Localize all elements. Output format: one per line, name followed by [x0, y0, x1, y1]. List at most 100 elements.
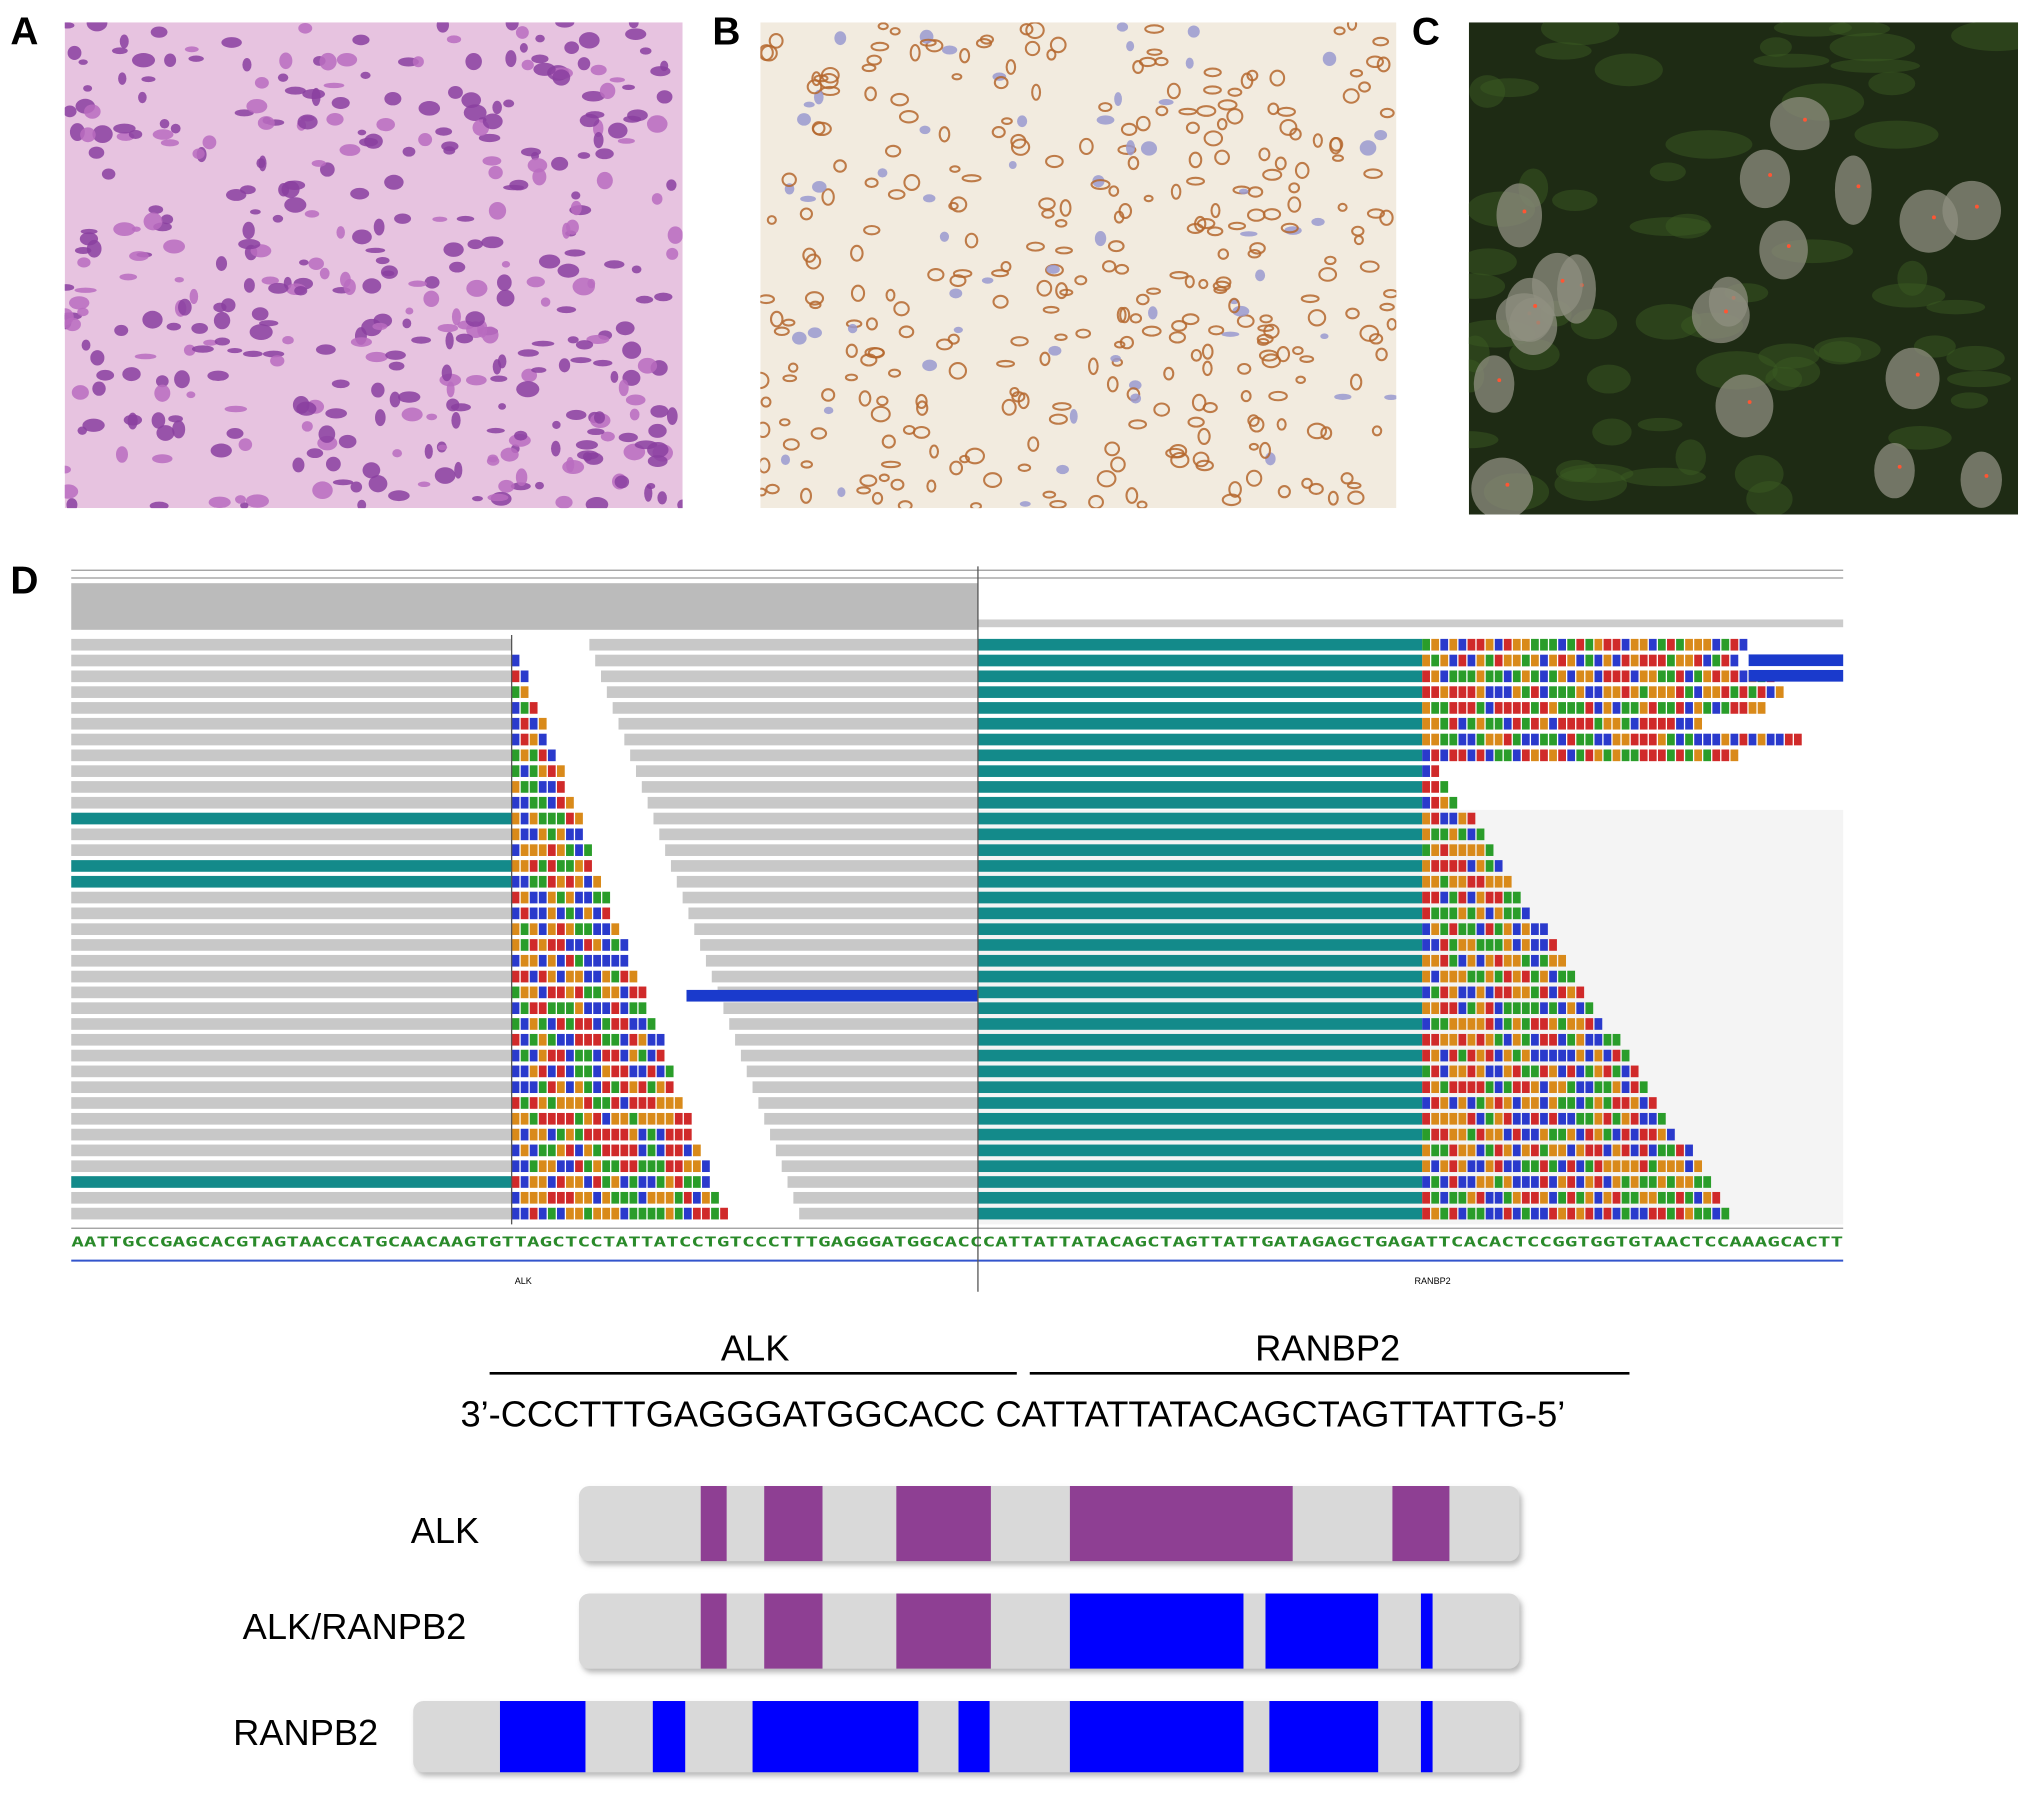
mismatch	[511, 954, 520, 967]
mismatch	[1712, 702, 1721, 714]
mismatch	[647, 1176, 656, 1188]
read-soft	[977, 670, 1423, 683]
mismatch	[1494, 702, 1503, 714]
read	[799, 1207, 978, 1220]
mismatch	[520, 796, 529, 809]
read	[659, 828, 978, 841]
cell	[1258, 147, 1271, 162]
mismatch	[1594, 1065, 1603, 1078]
cell	[856, 486, 872, 495]
background-texture	[1829, 32, 1916, 62]
mismatch	[1449, 844, 1458, 856]
cell	[926, 479, 937, 493]
read-soft	[977, 638, 1423, 651]
cell	[326, 112, 344, 126]
mismatch	[593, 1049, 602, 1062]
mismatch	[1667, 1176, 1675, 1188]
mismatch	[1685, 1207, 1693, 1220]
mismatch	[1431, 1018, 1440, 1030]
mismatch	[1540, 1128, 1548, 1141]
mismatch	[1458, 970, 1467, 983]
cell	[254, 76, 269, 89]
cell	[871, 491, 884, 505]
cell	[1001, 117, 1013, 125]
mismatch	[1558, 638, 1566, 651]
cell	[1379, 107, 1395, 119]
mismatch	[1621, 1065, 1630, 1078]
mismatch	[1431, 828, 1440, 841]
mismatch	[1485, 907, 1494, 920]
mismatch	[1685, 670, 1693, 683]
cell	[1128, 419, 1148, 430]
mismatch	[575, 1112, 583, 1125]
mismatch	[1467, 939, 1476, 951]
mismatch	[1567, 1176, 1576, 1188]
cell	[564, 249, 586, 257]
cell	[847, 323, 858, 334]
cell	[191, 322, 208, 334]
domain	[1420, 1593, 1433, 1669]
mismatch	[1467, 986, 1476, 999]
mismatch	[1775, 686, 1784, 698]
mismatch	[1512, 1128, 1521, 1141]
mismatch	[1512, 749, 1521, 762]
cell	[1192, 451, 1210, 468]
mismatch	[1494, 1081, 1503, 1094]
cell	[1301, 477, 1313, 489]
cell	[1300, 294, 1320, 304]
read	[589, 638, 978, 651]
cell	[577, 152, 591, 159]
cell	[833, 159, 847, 173]
mismatch	[1476, 923, 1485, 935]
mismatch	[1648, 1097, 1657, 1109]
mismatch	[1476, 1033, 1485, 1046]
cell	[897, 500, 913, 509]
fish-signal	[1747, 400, 1752, 404]
mismatch	[1476, 654, 1485, 667]
mismatch	[1422, 686, 1430, 698]
cell	[1334, 393, 1352, 400]
mismatch	[1503, 986, 1512, 999]
cell	[1069, 409, 1078, 424]
mismatch	[1440, 717, 1449, 730]
cell	[1268, 390, 1288, 402]
mismatch	[1512, 670, 1521, 683]
mismatch	[556, 1097, 565, 1109]
mismatch	[1440, 907, 1449, 920]
mismatch	[566, 970, 574, 983]
mismatch	[1467, 860, 1476, 872]
mismatch	[692, 1160, 701, 1173]
mismatch	[1549, 1049, 1557, 1062]
mismatch	[520, 891, 529, 904]
read	[71, 844, 512, 856]
mismatch	[1422, 638, 1430, 651]
cell	[1125, 487, 1139, 504]
mismatch	[593, 1033, 602, 1046]
mismatch	[1467, 1002, 1476, 1015]
read	[71, 1049, 512, 1062]
cell	[215, 256, 228, 271]
mismatch	[1494, 1176, 1503, 1188]
mismatch	[538, 1207, 547, 1220]
mismatch	[1721, 670, 1730, 683]
mismatch	[1594, 1033, 1603, 1046]
mismatch	[620, 1033, 629, 1046]
mismatch	[1757, 702, 1766, 714]
mismatch	[656, 1033, 665, 1046]
mismatch	[529, 828, 538, 841]
mismatch	[1431, 796, 1440, 809]
mismatch	[1585, 1081, 1594, 1094]
nucleus	[1885, 347, 1940, 410]
mismatch	[656, 1160, 665, 1173]
mismatch	[1512, 891, 1521, 904]
mismatch	[1621, 638, 1630, 651]
cell	[375, 256, 390, 265]
cell	[443, 146, 456, 155]
mismatch	[1458, 1176, 1467, 1188]
mismatch	[1558, 1065, 1566, 1078]
mismatch	[1558, 733, 1566, 746]
mismatch	[556, 923, 565, 935]
cell	[78, 59, 88, 65]
cell	[202, 135, 217, 150]
mismatch	[1594, 654, 1603, 667]
